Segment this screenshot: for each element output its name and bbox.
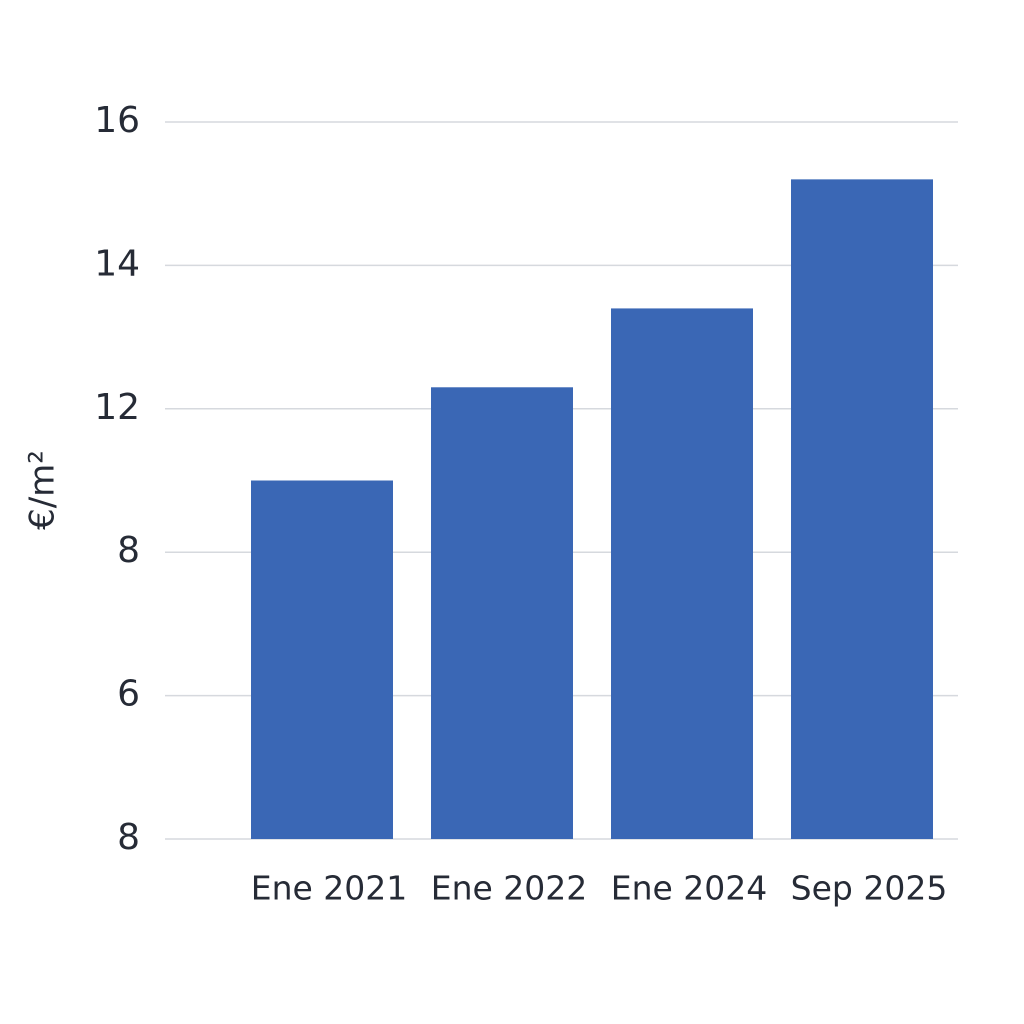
y-axis-label: €/m² [23,450,63,530]
x-tick-label: Sep 2025 [791,869,948,908]
x-tick-label: Ene 2021 [251,869,408,908]
bar [251,480,393,839]
y-tick-label: 6 [117,674,140,715]
y-tick-label: 8 [117,817,140,858]
y-tick-label: 14 [94,243,140,284]
x-tick-label: Ene 2024 [611,869,768,908]
y-tick-label: 16 [94,100,140,141]
y-tick-label: 8 [117,530,140,571]
bar [611,308,753,839]
x-tick-label: Ene 2022 [431,869,588,908]
bar [431,387,573,839]
bar [791,179,933,840]
y-tick-label: 12 [94,387,140,428]
